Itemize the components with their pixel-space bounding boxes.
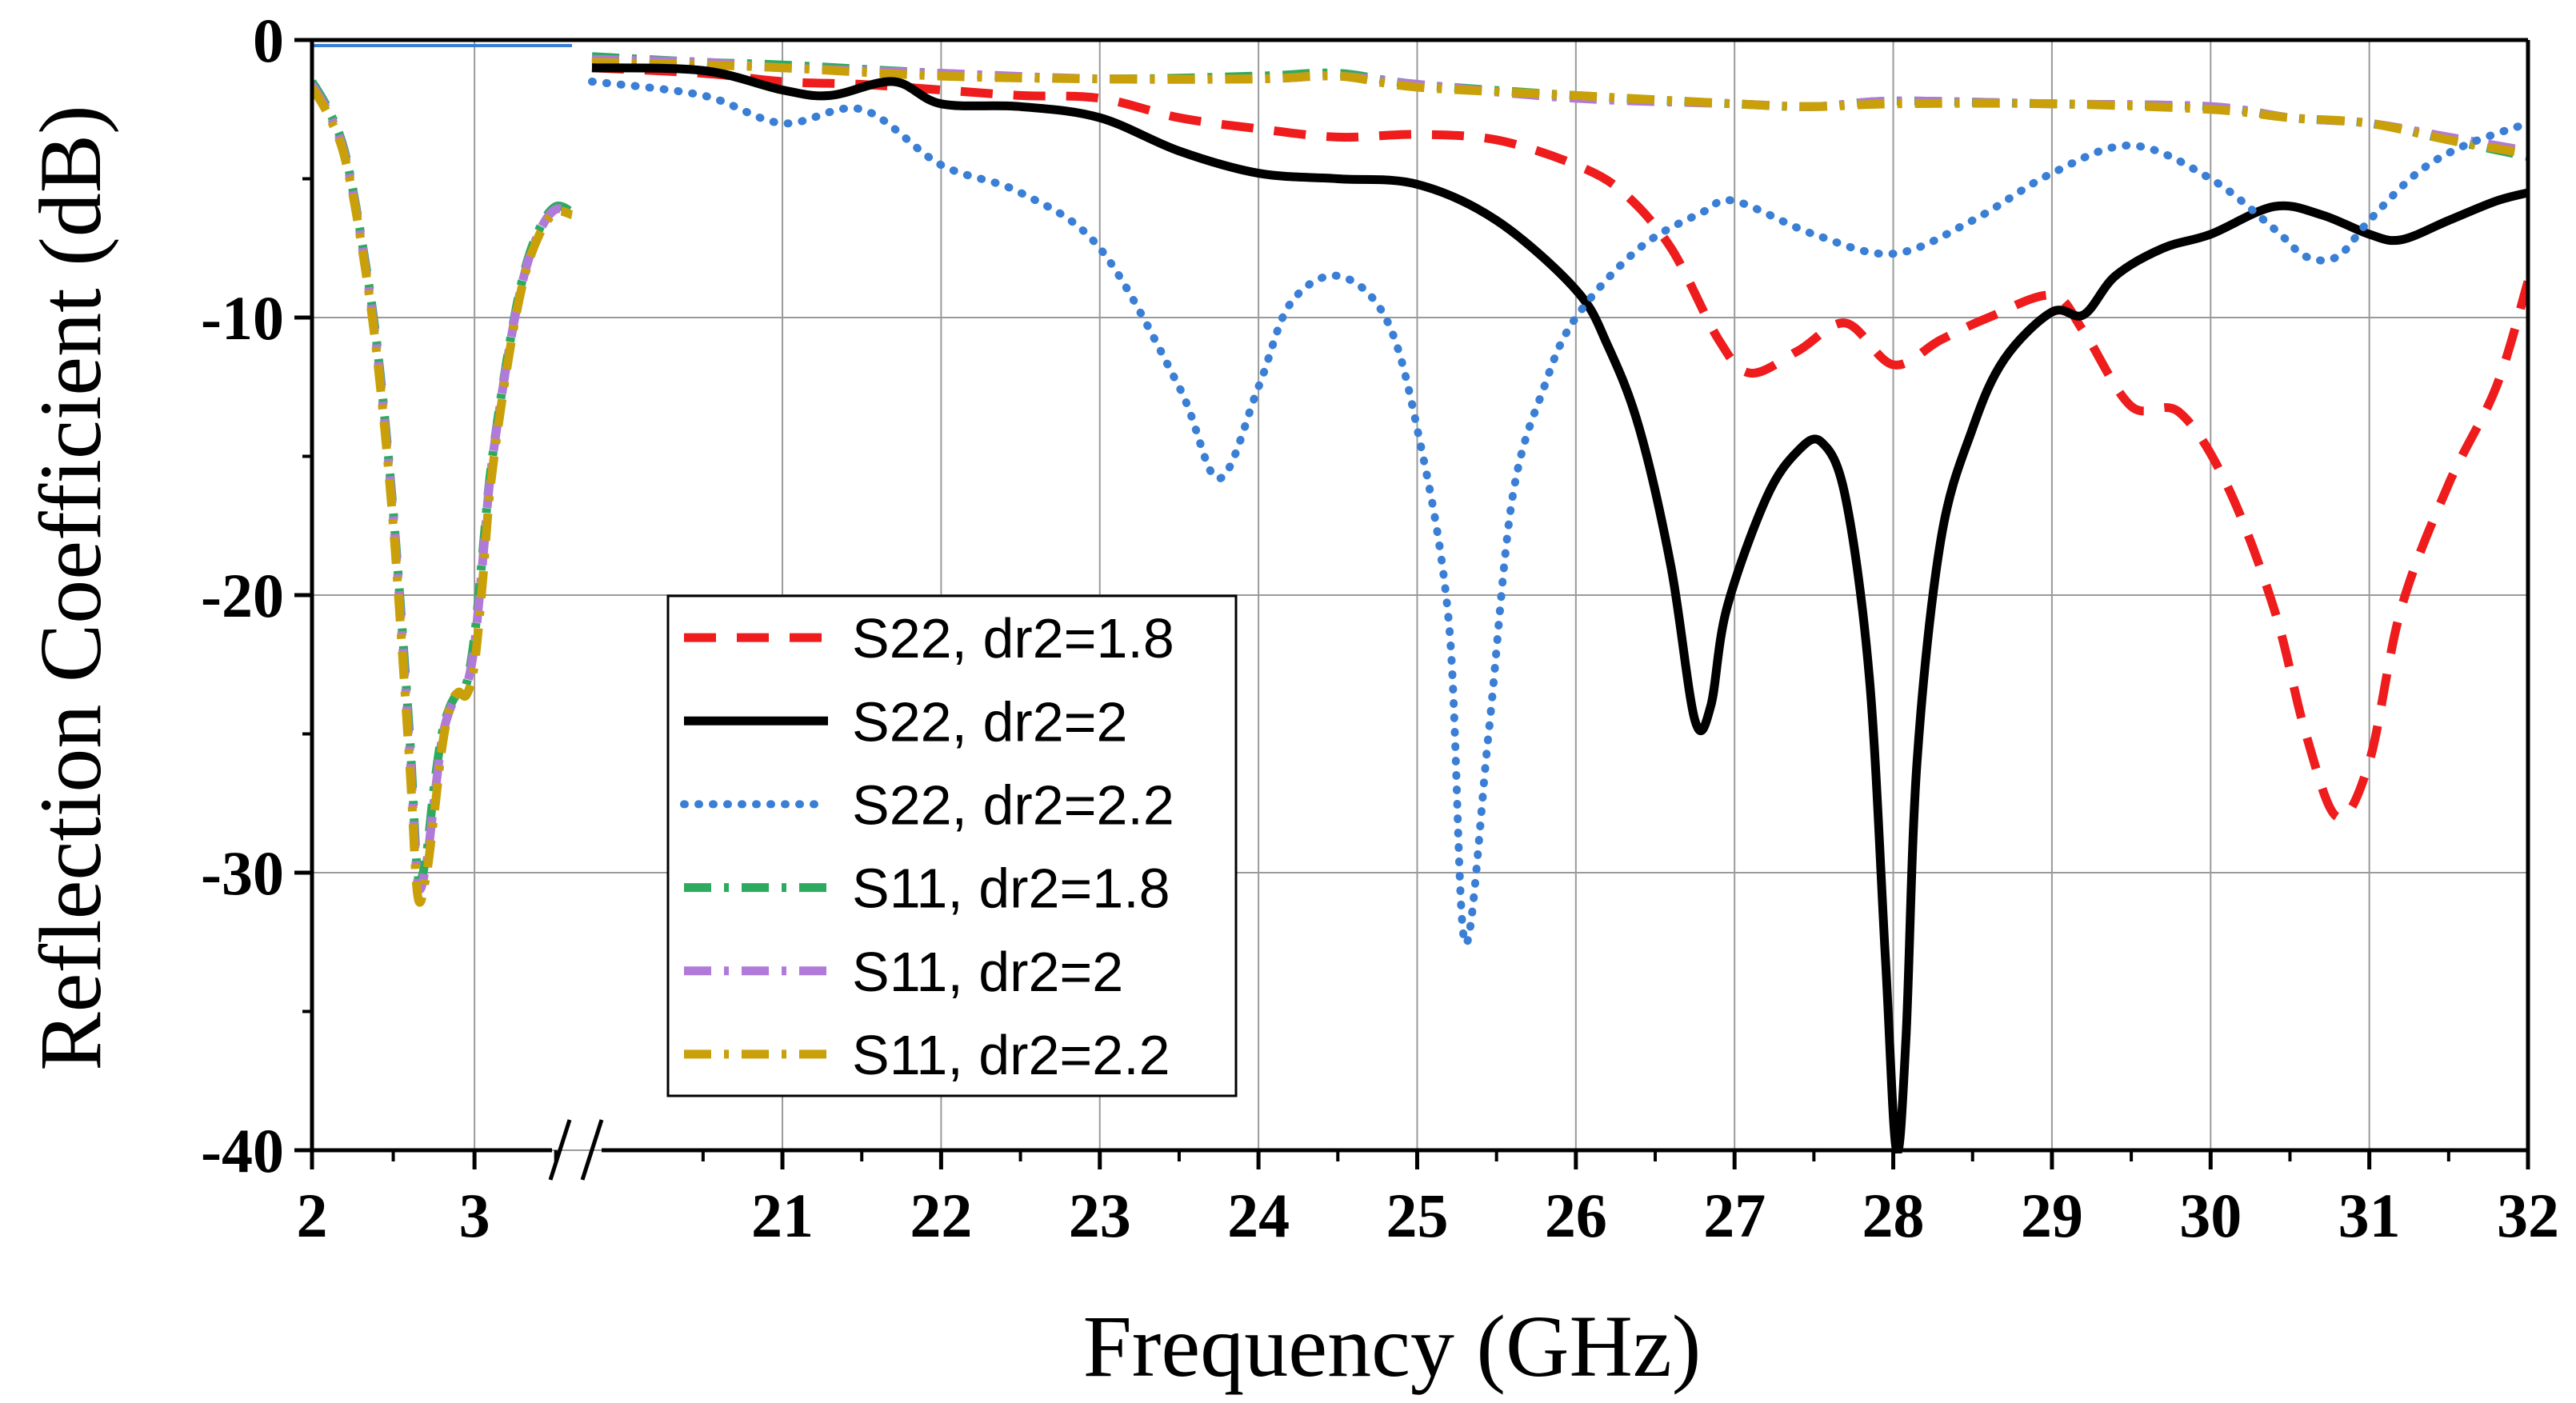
- x-tick-label: 22: [910, 1181, 972, 1250]
- x-tick-label: 27: [1703, 1181, 1766, 1250]
- legend: S22, dr2=1.8 S22, dr2=2 S22, dr2=2.2 S11, d…: [666, 594, 1238, 1097]
- x-tick-label: 28: [1862, 1181, 1925, 1250]
- legend-label: S11, dr2=1.8: [852, 857, 1170, 920]
- y-axis-title: Reflection Coefficient (dB): [22, 105, 119, 1071]
- x-tick-label: 23: [1069, 1181, 1131, 1250]
- x-tick-label: 31: [2338, 1181, 2401, 1250]
- y-tick-label: -40: [201, 1116, 284, 1185]
- x-tick-label: 30: [2179, 1181, 2242, 1250]
- y-tick-label: -30: [201, 838, 284, 908]
- axis-break-mark: [548, 1119, 572, 1181]
- series-line-s22-dr2-2: [591, 63, 2528, 1153]
- x-tick-label: 32: [2497, 1181, 2559, 1250]
- grid-lines: [311, 39, 2529, 1151]
- y-tick-label: -20: [201, 561, 284, 630]
- axes: 0-10-20-30-402 3 21 22 23 24 25 26 27 28 29 30 31 32: [201, 6, 2559, 1250]
- x-tick-label: 2: [297, 1181, 328, 1250]
- series-line-s22-dr2-2-2: [588, 78, 2528, 948]
- x-tick-label: 3: [459, 1181, 490, 1250]
- series-line-s22-dr2-1-8: [591, 63, 2528, 822]
- y-tick-label: 0: [253, 6, 284, 75]
- legend-label: S22, dr2=2: [852, 690, 1127, 753]
- legend-label: S11, dr2=2: [852, 941, 1123, 1003]
- x-tick-label: 29: [2021, 1181, 2083, 1250]
- legend-label: S22, dr2=1.8: [852, 607, 1174, 670]
- series-line-s11-dr2-2-2: [312, 85, 574, 907]
- x-tick-label: 25: [1386, 1181, 1448, 1250]
- legend-box: [666, 594, 1238, 1097]
- x-axis-title: Frequency (GHz): [1083, 1297, 1702, 1395]
- series-line-s11-high-2: [591, 58, 2528, 158]
- data-series: [312, 43, 2528, 1153]
- legend-label: S11, dr2=2.2: [852, 1024, 1170, 1086]
- x-tick-label: 24: [1227, 1181, 1290, 1250]
- y-tick-label: -10: [201, 283, 284, 353]
- axis-break-mark: [580, 1119, 604, 1181]
- legend-label: S22, dr2=2.2: [852, 773, 1174, 836]
- x-tick-label: 21: [751, 1181, 814, 1250]
- x-tick-label: 26: [1545, 1181, 1607, 1250]
